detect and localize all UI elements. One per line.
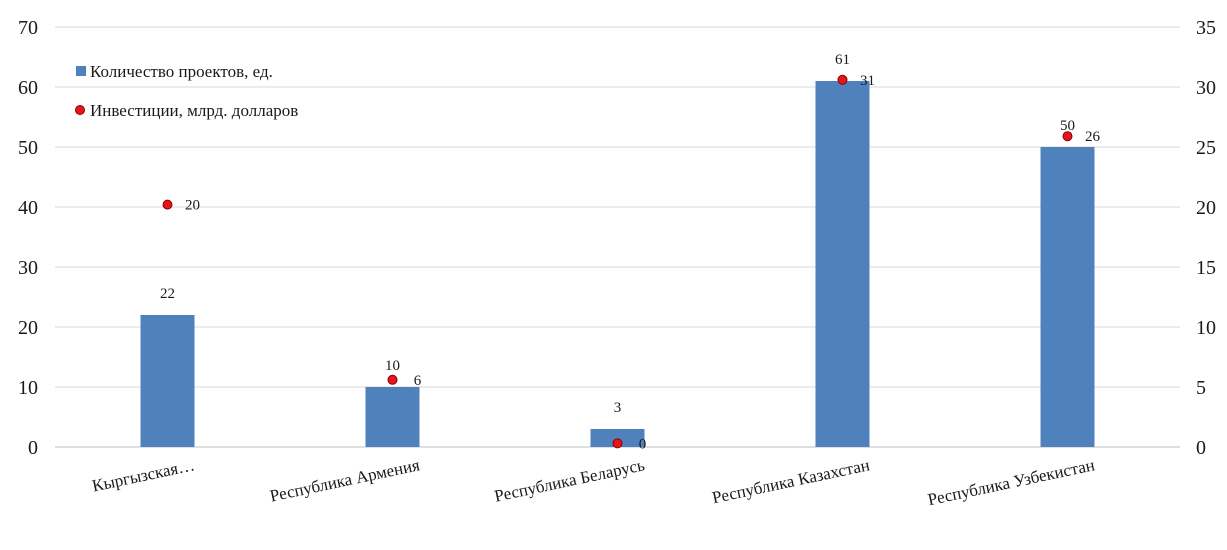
right-tick-label: 5 (1196, 377, 1206, 399)
right-tick-label: 30 (1196, 77, 1216, 99)
scatter-point (837, 74, 848, 85)
bar (815, 81, 870, 447)
left-tick-label: 20 (18, 317, 38, 339)
bar-value-label: 3 (614, 400, 622, 416)
point-value-label: 0 (639, 436, 647, 452)
bar-labels: 22 10 3 61 50 (160, 52, 1075, 416)
category-axis: Кыргызская… Республика Армения Республика … (90, 455, 1096, 509)
right-tick-label: 15 (1196, 257, 1216, 279)
left-tick-label: 70 (18, 17, 38, 39)
right-tick-label: 20 (1196, 197, 1216, 219)
point-value-label: 20 (185, 198, 200, 214)
right-tick-label: 0 (1196, 437, 1206, 459)
bar (365, 387, 420, 447)
right-tick-label: 10 (1196, 317, 1216, 339)
right-axis: 0 5 10 15 20 25 30 35 (1196, 17, 1216, 459)
gridlines (55, 26, 1180, 448)
left-tick-label: 40 (18, 197, 38, 219)
bar-value-label: 10 (385, 358, 400, 374)
point-labels: 20 6 0 31 26 (185, 73, 1101, 453)
point-value-label: 26 (1085, 129, 1101, 145)
left-tick-label: 30 (18, 257, 38, 279)
left-tick-label: 50 (18, 137, 38, 159)
bar-value-label: 61 (835, 52, 850, 68)
scatter-point (1062, 131, 1073, 142)
legend-bar-label: Количество проектов, ед. (90, 62, 273, 81)
bar-series (140, 81, 1095, 447)
legend: Количество проектов, ед. Инвестиции, млр… (75, 62, 298, 120)
right-tick-label: 35 (1196, 17, 1216, 39)
bar (140, 315, 195, 447)
legend-point-marker (75, 105, 85, 115)
scatter-point (162, 199, 173, 210)
legend-point-label: Инвестиции, млрд. долларов (90, 101, 298, 120)
category-label: Республика Казахстан (710, 455, 871, 507)
point-value-label: 6 (414, 373, 422, 389)
category-label: Кыргызская… (90, 455, 196, 495)
right-tick-label: 25 (1196, 137, 1216, 159)
scatter-series (162, 74, 1073, 449)
bar-value-label: 22 (160, 286, 175, 302)
left-tick-label: 10 (18, 377, 38, 399)
left-axis: 0 10 20 30 40 50 60 70 (18, 17, 38, 459)
category-label: Республика Узбекистан (926, 455, 1096, 509)
bar (590, 429, 645, 447)
point-value-label: 31 (860, 73, 875, 89)
bar (1040, 147, 1095, 447)
left-tick-label: 0 (28, 437, 38, 459)
scatter-point (387, 374, 398, 385)
bar-value-label: 50 (1060, 118, 1075, 134)
category-label: Республика Беларусь (493, 455, 647, 505)
category-label: Республика Армения (268, 455, 421, 505)
legend-bar-swatch (76, 66, 86, 76)
scatter-point (612, 438, 623, 449)
left-tick-label: 60 (18, 77, 38, 99)
